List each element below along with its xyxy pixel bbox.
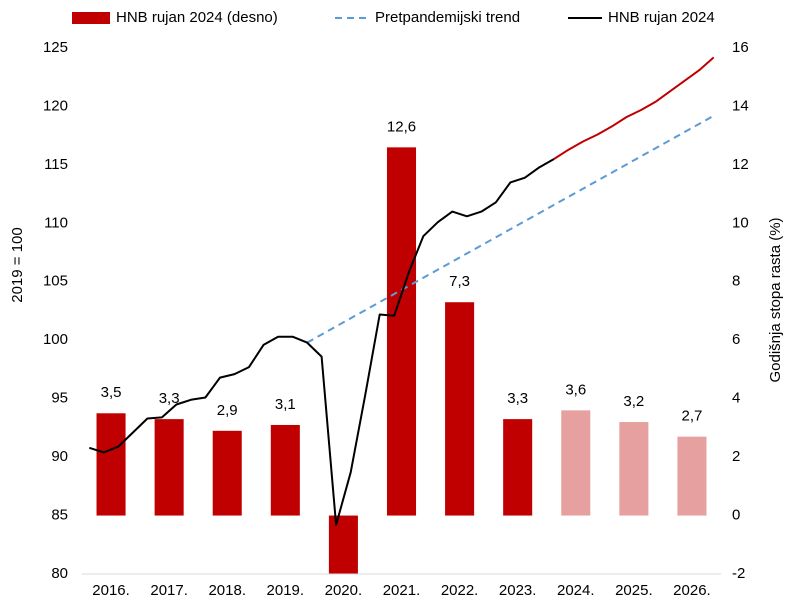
x-tick-label: 2018. [208, 582, 246, 599]
line [88, 158, 555, 526]
data-label: 3,5 [101, 384, 122, 401]
x-tick-label: 2020. [325, 582, 363, 599]
legend-label: Pretpandemijski trend [375, 9, 520, 26]
y-tick-label: 85 [51, 507, 68, 524]
x-tick-label: 2024. [557, 582, 595, 599]
bar [270, 424, 300, 516]
bar [503, 419, 533, 516]
data-label: 3,3 [507, 390, 528, 407]
y-tick-label: 105 [43, 273, 68, 290]
line [553, 56, 715, 160]
y-tick-label: 100 [43, 331, 68, 348]
x-tick-label: 2016. [92, 582, 130, 599]
y2-tick-label: 4 [732, 390, 740, 407]
x-tick-label: 2022. [441, 582, 479, 599]
legend-label: HNB rujan 2024 [608, 9, 715, 26]
x-tick-label: 2019. [267, 582, 305, 599]
data-label: 2,9 [217, 402, 238, 419]
y-tick-label: 90 [51, 448, 68, 465]
y-tick-label: 125 [43, 39, 68, 56]
x-tick-label: 2026. [673, 582, 711, 599]
y2-tick-label: 0 [732, 507, 740, 524]
line [306, 114, 715, 344]
y2-tick-label: -2 [732, 565, 745, 582]
x-tick-label: 2021. [383, 582, 421, 599]
bar [619, 422, 649, 516]
y2-tick-label: 16 [732, 39, 749, 56]
y-tick-label: 110 [44, 214, 68, 231]
y-tick-label: 80 [51, 565, 68, 582]
bar [677, 436, 707, 516]
y-tick-label: 120 [43, 97, 68, 114]
y-tick-label: 115 [44, 156, 68, 173]
data-label: 2,7 [682, 408, 703, 425]
x-tick-label: 2023. [499, 582, 537, 599]
bar [386, 147, 417, 516]
bar [445, 302, 475, 516]
legend-swatch [72, 12, 110, 24]
data-label: 3,1 [275, 396, 296, 413]
y2-tick-label: 8 [732, 273, 740, 290]
y2-tick-label: 12 [732, 156, 749, 173]
y2-tick-label: 14 [732, 97, 749, 114]
data-label: 7,3 [449, 273, 470, 290]
data-label: 3,3 [159, 390, 180, 407]
y2-tick-label: 6 [732, 331, 740, 348]
y-axis-label: 2019 = 100 [9, 227, 26, 303]
legend-label: HNB rujan 2024 (desno) [116, 9, 278, 26]
data-label: 3,2 [623, 393, 644, 410]
bar [328, 515, 358, 574]
x-tick-label: 2025. [615, 582, 653, 599]
data-label: 3,6 [565, 381, 586, 398]
y2-tick-label: 2 [732, 448, 740, 465]
y-tick-label: 95 [51, 390, 68, 407]
y2-axis-label: Godišnja stopa rasta (%) [767, 217, 784, 382]
y2-tick-label: 10 [732, 214, 749, 231]
bar [96, 413, 126, 516]
bar [154, 419, 184, 516]
bar [561, 410, 591, 516]
bar [212, 430, 242, 516]
x-tick-label: 2017. [150, 582, 188, 599]
data-label: 12,6 [387, 118, 416, 135]
